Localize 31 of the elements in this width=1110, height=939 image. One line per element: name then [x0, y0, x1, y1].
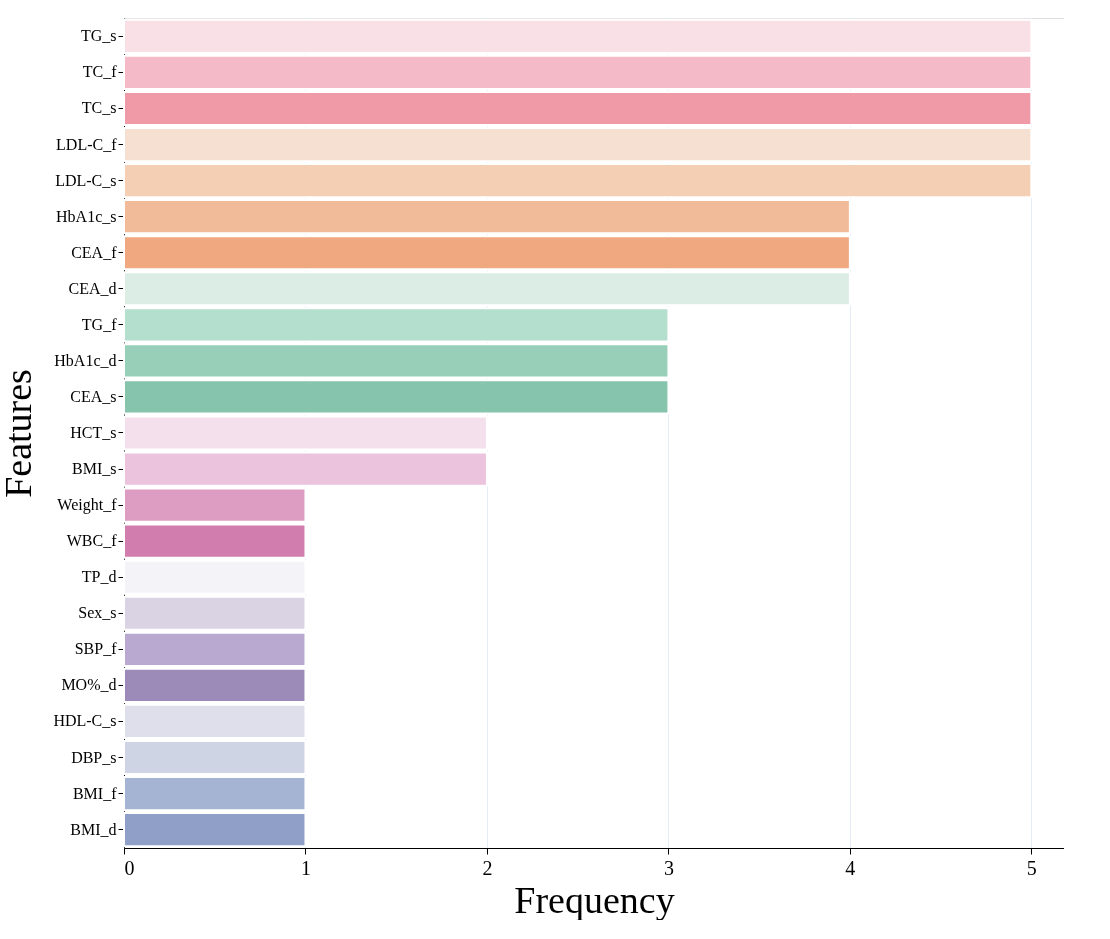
- y-tick-label: TG_s: [80, 27, 117, 45]
- y-tick-label: LDL-C_f: [56, 135, 118, 153]
- y-tick-label: HbA1c_s: [56, 207, 117, 225]
- y-tick-label: Weight_f: [57, 496, 118, 515]
- y-tick-label: Sex_s: [78, 604, 117, 622]
- y-tick-label: CEA_d: [68, 279, 117, 297]
- y-tick-label: MO%_d: [61, 676, 117, 694]
- x-axis-title: Frequency: [514, 878, 675, 921]
- y-tick-label: HCT_s: [70, 424, 117, 441]
- x-tick-label: 2: [482, 856, 493, 879]
- x-tick-label: 1: [300, 856, 311, 879]
- y-tick-label: BMI_d: [70, 820, 117, 838]
- y-tick-label: CEA_f: [71, 243, 118, 261]
- y-tick-label: TG_f: [81, 315, 118, 333]
- y-tick-label: WBC_f: [66, 532, 118, 550]
- x-tick-label: 3: [663, 856, 674, 879]
- x-tick-label: 5: [1026, 856, 1037, 879]
- y-axis-title: Features: [0, 369, 40, 498]
- y-tick-label: CEA_s: [70, 387, 117, 405]
- y-tick-label: HDL-C_s: [53, 712, 117, 730]
- y-tick-label: LDL-C_s: [55, 171, 117, 189]
- y-tick-label: TP_d: [81, 568, 117, 586]
- y-tick-label: BMI_s: [72, 460, 117, 478]
- y-tick-label: DBP_s: [71, 748, 117, 766]
- x-tick-label: 4: [845, 856, 856, 879]
- y-tick-label: TC_f: [82, 63, 118, 81]
- y-tick-label: BMI_f: [72, 784, 118, 802]
- x-tick-label: 0: [124, 856, 135, 879]
- y-tick-label: SBP_f: [74, 640, 118, 658]
- y-tick-label: HbA1c_d: [54, 351, 117, 369]
- y-tick-label: TC_s: [81, 99, 117, 117]
